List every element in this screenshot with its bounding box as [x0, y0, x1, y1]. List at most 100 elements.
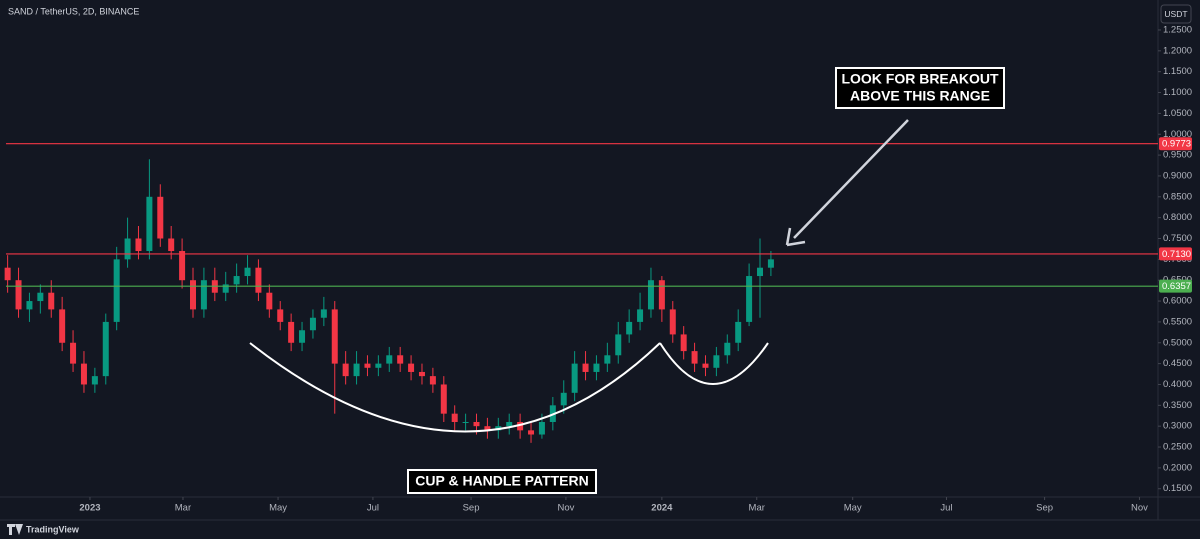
x-tick-label: Jul	[940, 503, 952, 514]
candle-body	[179, 251, 186, 281]
candle-body	[440, 384, 447, 414]
breakout-note: LOOK FOR BREAKOUT	[841, 71, 999, 87]
candle-body	[647, 280, 654, 310]
y-tick-label: 1.1000	[1163, 87, 1192, 98]
candle-body	[299, 330, 306, 343]
level-label-box	[1159, 247, 1192, 261]
y-tick-label: 0.9500	[1163, 150, 1192, 161]
x-tick-label: May	[269, 503, 287, 514]
pattern-note: CUP & HANDLE PATTERN	[415, 473, 588, 489]
candle-body	[135, 238, 142, 252]
y-tick-label: 0.9000	[1163, 170, 1192, 181]
level-label-box	[1159, 137, 1192, 151]
breakout-box	[835, 67, 1005, 109]
candle-body	[266, 292, 273, 310]
candle-body	[309, 317, 316, 331]
x-tick-label: May	[844, 503, 862, 514]
level-label: 0.6357	[1162, 281, 1191, 292]
y-tick-label: 1.2000	[1163, 45, 1192, 56]
level-label: 0.9773	[1162, 139, 1191, 150]
candle-body	[233, 276, 240, 285]
currency[interactable]: USDT	[1164, 9, 1187, 19]
candle-body	[473, 422, 480, 427]
candle-body	[593, 363, 600, 372]
breakout-note: ABOVE THIS RANGE	[850, 88, 990, 104]
y-tick-label: 1.0500	[1163, 108, 1192, 119]
candle-body	[4, 267, 11, 281]
candle-body	[484, 426, 491, 431]
y-tick-label: 0.4500	[1163, 358, 1192, 369]
y-tick-label: 0.3500	[1163, 400, 1192, 411]
candle-body	[37, 292, 44, 302]
y-tick-label: 0.2000	[1163, 462, 1192, 473]
candle-body	[146, 196, 153, 252]
candle-body	[255, 267, 262, 293]
candle-body	[91, 376, 98, 385]
x-tick-label: 2023	[79, 503, 100, 514]
candle-body	[451, 413, 458, 423]
candle-body	[517, 422, 524, 431]
candle-body	[626, 321, 633, 335]
candle-body	[70, 342, 77, 364]
candle-body	[637, 309, 644, 322]
candle-body	[59, 309, 66, 343]
candle-body	[397, 355, 404, 364]
candle-body	[113, 259, 120, 322]
y-tick-label: 0.4000	[1163, 379, 1192, 390]
candle-body	[680, 334, 687, 352]
y-tick-label: 0.3000	[1163, 421, 1192, 432]
y-tick-label: 0.1500	[1163, 483, 1192, 494]
candle-body	[386, 355, 393, 364]
candle-body	[222, 284, 229, 293]
arrow-line	[793, 119, 909, 239]
currency-box[interactable]	[1160, 4, 1192, 24]
candle-body	[560, 392, 567, 406]
logo[interactable]	[7, 524, 23, 535]
candle-body	[48, 292, 55, 310]
candle-body	[462, 422, 469, 424]
candle-body	[658, 280, 665, 310]
plot: 1.2500 1.2000 1.1500 1.1000 1.0500 1.0000 0.95…	[4, 24, 1192, 514]
candle-body	[528, 430, 535, 435]
candle-body	[80, 363, 87, 385]
candle-body	[331, 309, 338, 364]
candle-body	[429, 376, 436, 385]
candle-body	[342, 363, 349, 377]
candle-body	[713, 355, 720, 368]
candle-body	[353, 363, 360, 377]
y-tick-label: 0.7500	[1163, 233, 1192, 244]
y-tick-label: 0.6000	[1163, 296, 1192, 307]
candle-body	[506, 422, 513, 427]
candle-body	[669, 309, 676, 335]
x-tick-label: Nov	[1131, 503, 1148, 514]
candle-body	[15, 280, 22, 310]
candle-body	[288, 321, 295, 343]
candle-body	[571, 363, 578, 393]
y-tick-label: 1.0000	[1163, 129, 1192, 140]
x-tick-label: Nov	[557, 503, 574, 514]
candle-body	[538, 422, 545, 435]
candle-body	[244, 267, 251, 277]
x-tick-label: Jul	[367, 503, 379, 514]
cup-curve	[249, 342, 661, 433]
x-tick-label: 2024	[651, 503, 673, 514]
candle-body	[168, 238, 175, 252]
handle-curve	[659, 342, 769, 385]
candle-body	[124, 238, 131, 260]
x-tick-label: Sep	[1036, 503, 1053, 514]
branding[interactable]: TradingView	[26, 524, 80, 534]
x-tick-label: Mar	[749, 503, 765, 514]
candle-body	[157, 196, 164, 239]
candle-body	[724, 342, 731, 356]
candle-body	[277, 309, 284, 322]
candle-body	[702, 363, 709, 368]
candle-body	[735, 321, 742, 343]
candle-body	[408, 363, 415, 372]
y-tick-label: 0.2500	[1163, 442, 1192, 453]
candle-body	[418, 371, 425, 377]
candle-body	[604, 355, 611, 364]
symbol-title: SAND / TetherUS, 2D, BINANCE	[8, 6, 139, 16]
candle-body	[691, 351, 698, 364]
level-label-box	[1159, 279, 1192, 293]
